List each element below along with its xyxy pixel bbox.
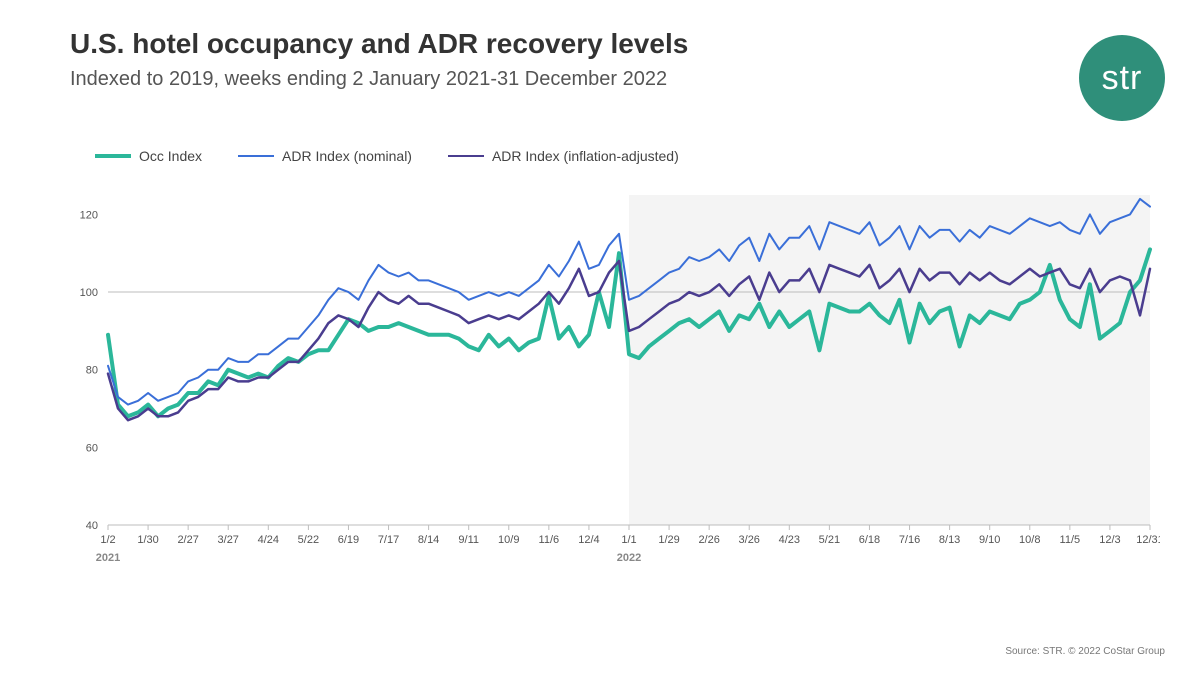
shade-region-2022	[629, 195, 1150, 525]
y-tick-label: 100	[80, 287, 98, 299]
legend-swatch	[448, 155, 484, 157]
x-tick-label: 7/17	[378, 534, 399, 546]
legend-label: ADR Index (inflation-adjusted)	[492, 148, 679, 164]
x-tick-label: 4/23	[779, 534, 800, 546]
x-tick-label: 11/6	[539, 534, 560, 546]
line-chart: 40 60 80 100 120 1/2 1/30 2/27 3/27 4/24 5/22 6/19 7…	[70, 185, 1160, 585]
chart-legend: Occ Index ADR Index (nominal) ADR Index (i…	[95, 148, 679, 164]
legend-item: ADR Index (nominal)	[238, 148, 412, 164]
y-tick-label: 120	[80, 209, 98, 221]
x-tick-label: 9/10	[979, 534, 1000, 546]
year-marker: 2022	[617, 552, 641, 564]
x-tick-label: 10/8	[1019, 534, 1040, 546]
x-tick-label: 10/9	[498, 534, 519, 546]
x-tick-label: 1/1	[621, 534, 636, 546]
x-tick-label: 5/21	[819, 534, 840, 546]
chart-subtitle: Indexed to 2019, weeks ending 2 January …	[70, 68, 667, 91]
legend-swatch	[238, 155, 274, 157]
x-tick-label: 12/31	[1136, 534, 1160, 546]
legend-label: Occ Index	[139, 148, 202, 164]
x-tick-label: 8/14	[418, 534, 439, 546]
legend-swatch	[95, 154, 131, 158]
chart-title: U.S. hotel occupancy and ADR recovery le…	[70, 28, 688, 60]
legend-item: Occ Index	[95, 148, 202, 164]
x-tick-label: 11/5	[1060, 534, 1081, 546]
x-tick-label: 8/13	[939, 534, 960, 546]
year-marker: 2021	[96, 552, 120, 564]
x-tick-label: 3/27	[218, 534, 239, 546]
legend-label: ADR Index (nominal)	[282, 148, 412, 164]
x-tick-label: 6/18	[859, 534, 880, 546]
y-tick-label: 40	[86, 520, 98, 532]
source-footnote: Source: STR. © 2022 CoStar Group	[1005, 646, 1165, 657]
y-tick-label: 80	[86, 365, 98, 377]
x-tick-label: 2/27	[177, 534, 198, 546]
x-tick-label: 9/11	[458, 534, 479, 546]
x-tick-label: 5/22	[298, 534, 319, 546]
str-logo: str	[1079, 35, 1165, 121]
x-tick-label: 1/2	[100, 534, 115, 546]
x-tick-label: 1/30	[137, 534, 158, 546]
x-tick-label: 12/3	[1099, 534, 1120, 546]
x-tick-label: 2/26	[698, 534, 719, 546]
x-tick-label: 1/29	[658, 534, 679, 546]
x-tick-label: 4/24	[258, 534, 279, 546]
x-tick-label: 6/19	[338, 534, 359, 546]
x-tick-label: 7/16	[899, 534, 920, 546]
x-tick-label: 3/26	[739, 534, 760, 546]
x-tick-label: 12/4	[578, 534, 599, 546]
legend-item: ADR Index (inflation-adjusted)	[448, 148, 679, 164]
y-tick-label: 60	[86, 442, 98, 454]
str-logo-text: str	[1102, 59, 1143, 98]
